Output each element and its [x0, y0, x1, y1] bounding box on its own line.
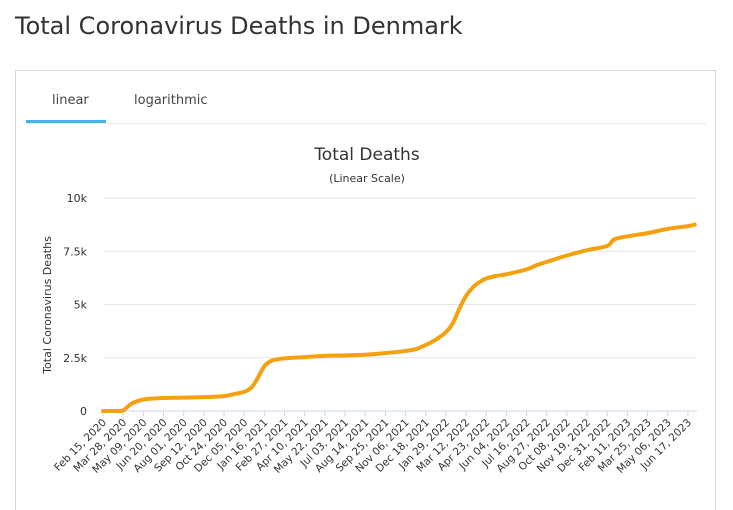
y-tick-label: 5k [74, 299, 88, 312]
y-tick-label: 0 [80, 405, 87, 418]
total-deaths-chart: Total Deaths (Linear Scale) Total Corona… [0, 0, 733, 498]
series-line-total-deaths [103, 225, 695, 411]
grid-layer [103, 198, 697, 411]
y-tick-label: 10k [67, 192, 88, 205]
y-tick-label: 2.5k [63, 352, 87, 365]
chart-title: Total Deaths [313, 145, 420, 165]
chart-subtitle: (Linear Scale) [329, 172, 405, 185]
y-axis-ticks: 0 2.5k 5k 7.5k 10k [63, 192, 87, 418]
y-axis-title: Total Coronavirus Deaths [41, 236, 54, 375]
y-tick-label: 7.5k [63, 245, 87, 258]
series-layer [103, 225, 695, 412]
